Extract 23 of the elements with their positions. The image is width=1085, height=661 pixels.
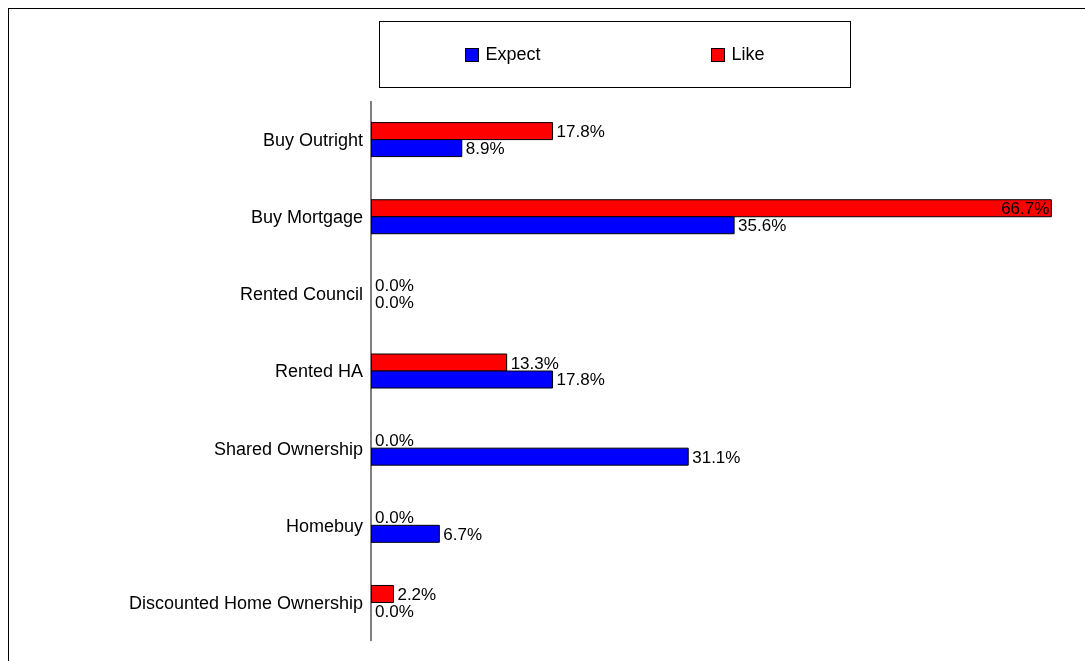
data-label: 0.0% [375, 601, 414, 621]
data-label: 35.6% [738, 216, 787, 236]
y-tick-label: Buy Mortgage [250, 207, 363, 228]
data-label: 31.1% [692, 447, 741, 467]
data-label: 0.0% [375, 507, 414, 527]
data-label: 17.8% [556, 370, 605, 390]
data-label: 66.7% [1001, 199, 1050, 219]
data-label: 0.0% [375, 293, 414, 313]
data-label: 0.0% [375, 430, 414, 450]
y-tick-label: Rented Council [239, 284, 363, 305]
y-tick-label: Rented HA [274, 361, 363, 382]
legend-label: Like [731, 44, 765, 65]
data-label: 0.0% [375, 276, 414, 296]
data-label: 2.2% [397, 584, 437, 604]
y-tick-label: Discounted Home Ownership [128, 592, 363, 613]
data-label: 17.8% [556, 122, 605, 142]
y-tick-label: Shared Ownership [213, 438, 363, 459]
y-tick-label: Buy Outright [262, 129, 363, 150]
legend-label: Expect [485, 44, 541, 65]
y-tick-label: Homebuy [285, 515, 363, 536]
data-label: 8.9% [465, 139, 505, 159]
data-label: 6.7% [443, 524, 483, 544]
data-label: 13.3% [510, 353, 559, 373]
